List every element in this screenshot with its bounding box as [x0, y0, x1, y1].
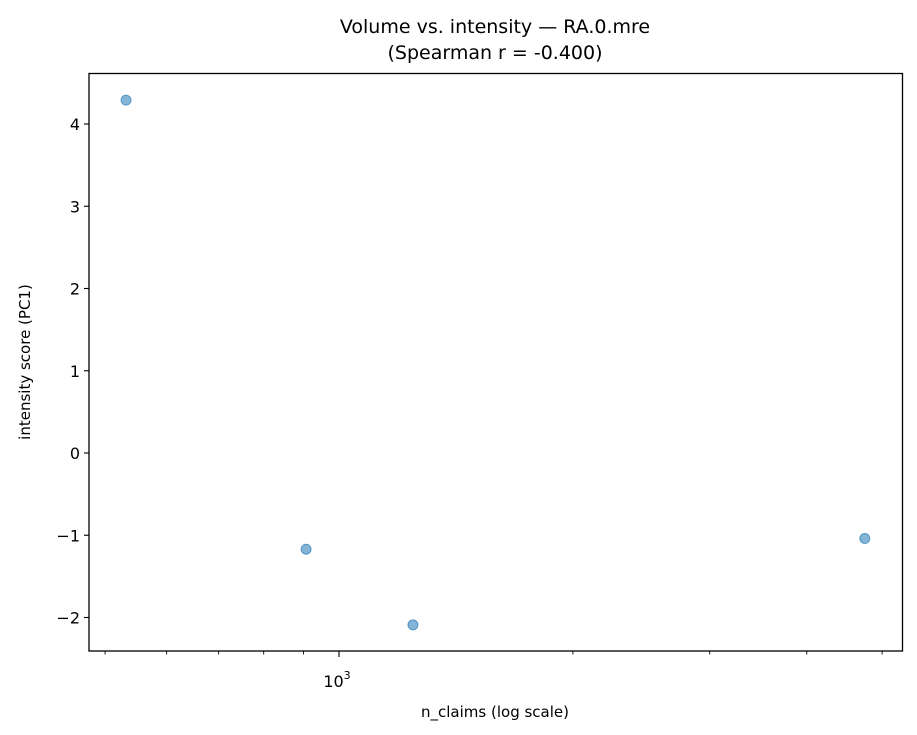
y-tick-label: −2: [56, 609, 80, 628]
y-tick-label: −1: [56, 526, 80, 545]
y-tick-label: 4: [70, 115, 80, 134]
plot-area: [89, 73, 903, 651]
data-point-4: [859, 533, 871, 545]
x-axis-ticks: 103: [104, 651, 883, 691]
y-tick-label: 0: [70, 444, 80, 463]
data-points: [120, 94, 871, 631]
y-axis-ticks: −2 −1 0 1 2 3 4: [56, 115, 89, 628]
axes-frame: [88, 72, 904, 652]
x-tick-label: 103: [323, 669, 350, 691]
y-tick-label: 3: [70, 197, 80, 216]
data-point-3: [407, 619, 419, 631]
x-axis-label: n_claims (log scale): [421, 703, 569, 722]
y-tick-label: 2: [70, 280, 80, 299]
data-point-2: [300, 543, 312, 555]
y-tick-label: 1: [70, 362, 80, 381]
chart-subtitle: (Spearman r = -0.400): [387, 42, 602, 64]
chart-title: Volume vs. intensity — RA.0.mre: [340, 16, 650, 38]
data-point-1: [120, 94, 132, 106]
y-axis-label: intensity score (PC1): [16, 284, 34, 440]
